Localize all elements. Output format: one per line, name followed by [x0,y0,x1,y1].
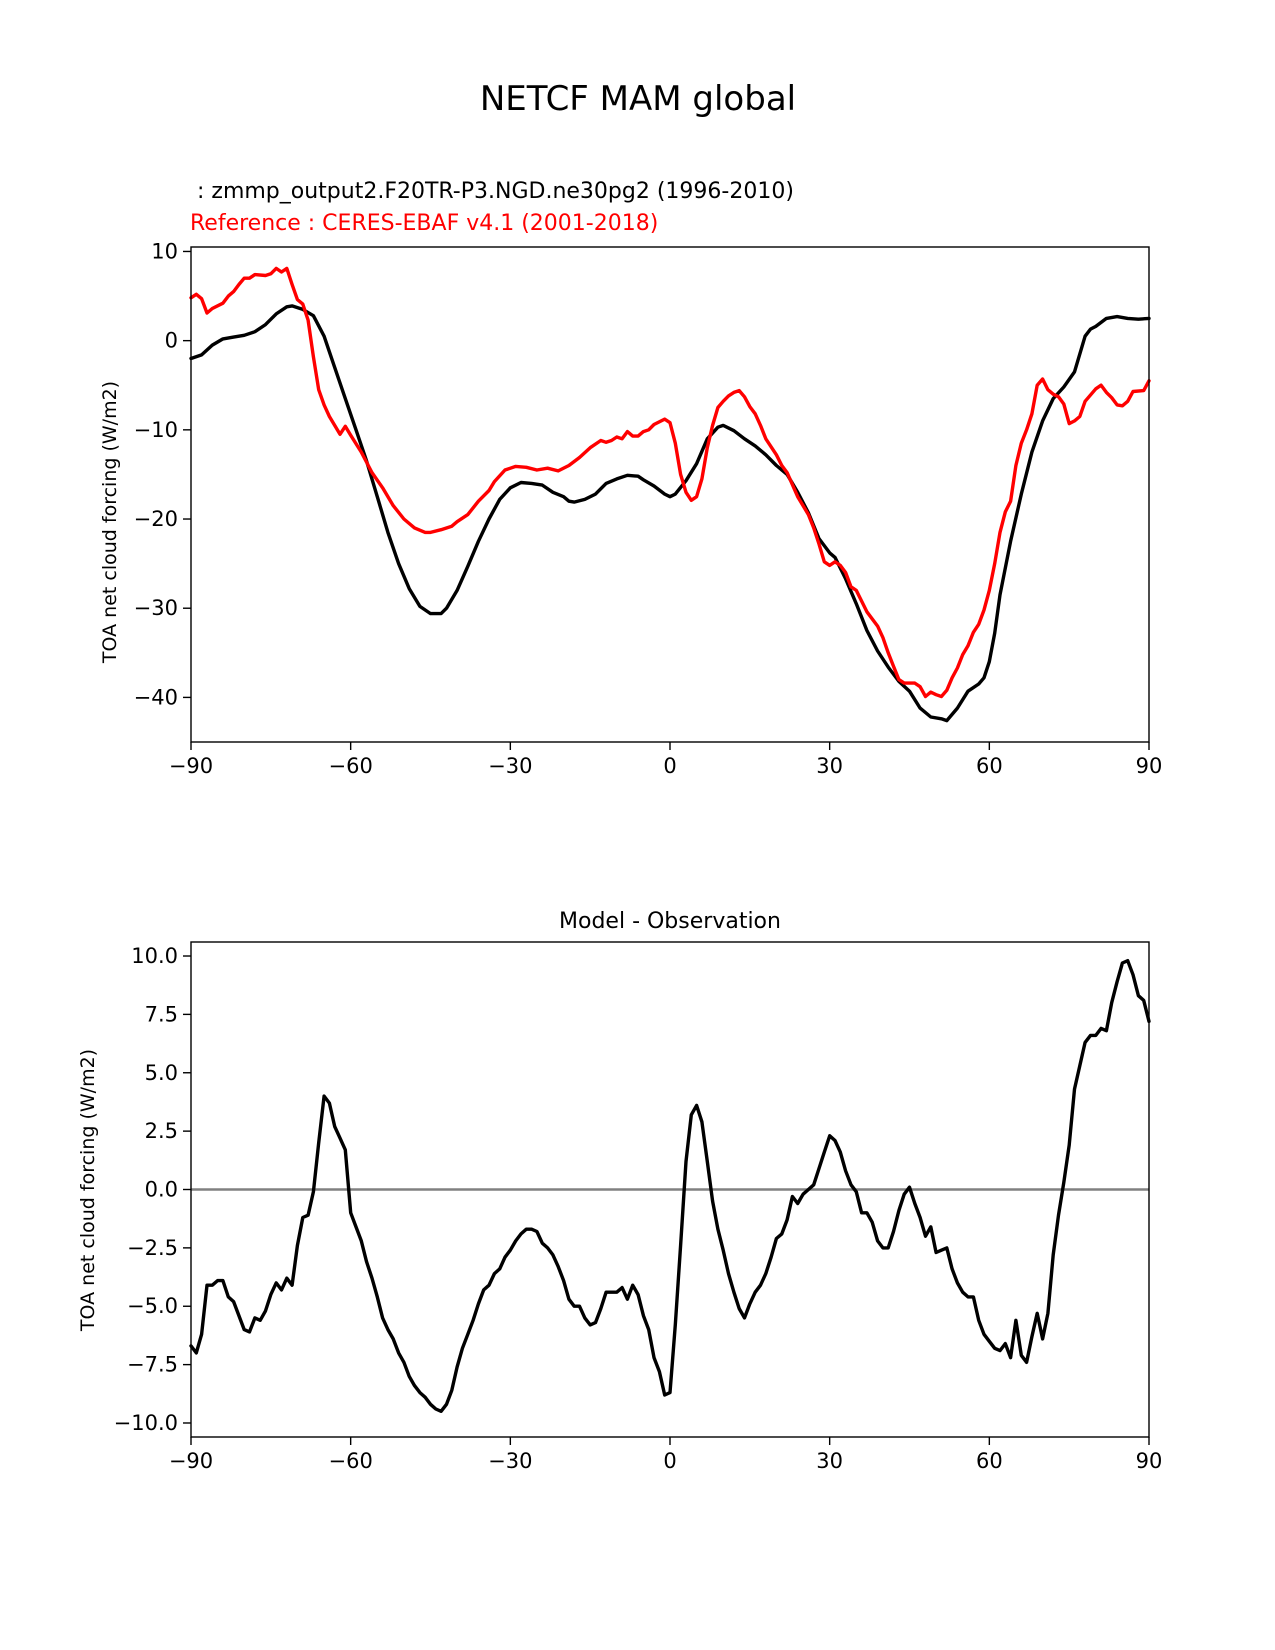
top-axes-frame [190,246,1150,743]
test-label: : zmmp_output2.F20TR-P3.NGD.ne30pg2 (199… [190,179,794,204]
top-plot-area [189,266,1151,723]
bottom-xtick-label: −90 [169,1449,213,1473]
bottom-plot-area [189,959,1151,1414]
top-xtick-label: 60 [976,754,1003,778]
top-xtick-label: 90 [1136,754,1163,778]
top-xtick-label: −60 [329,754,373,778]
top-ytick-label: −20 [134,507,178,531]
bottom-xtick-label: 90 [1136,1449,1163,1473]
bottom-xtick-label: 0 [663,1449,676,1473]
bottom-panel: Model - Observation TOA net cloud forcin… [77,909,1162,1473]
top-ytick-label: −40 [134,685,178,709]
bottom-axis-ticks: −90 −60 −30 0 30 60 90 10.0 7.5 5.0 2.5 0.0 −2.5 −5.0… [114,944,1163,1473]
top-ytick-label: 0 [165,329,178,353]
bottom-xtick-label: −60 [329,1449,373,1473]
bottom-ytick-label: −5.0 [127,1294,178,1318]
bottom-ytick-label: 7.5 [145,1002,178,1026]
top-axis-ticks: −90 −60 −30 0 30 60 90 10 0 −10 −20 −30 −40 [134,239,1163,778]
bottom-ytick-label: 2.5 [145,1119,178,1143]
bottom-ytick-label: −2.5 [127,1236,178,1260]
bottom-xtick-label: −30 [488,1449,532,1473]
bottom-ytick-label: −7.5 [127,1353,178,1377]
bottom-ytick-label: 5.0 [145,1061,178,1085]
top-ytick-label: −30 [134,596,178,620]
bottom-axes-frame [190,941,1150,1438]
bottom-xtick-label: 60 [976,1449,1003,1473]
test-series-line [189,304,1151,723]
top-xtick-label: −90 [169,754,213,778]
top-ytick-label: −10 [134,418,178,442]
bottom-ytick-label: 0.0 [145,1178,178,1202]
bottom-ylabel: TOA net cloud forcing (W/m2) [77,1049,99,1332]
reference-label: Reference : CERES-EBAF v4.1 (2001-2018) [190,211,658,236]
bottom-ytick-label: −10.0 [114,1411,178,1435]
bottom-xtick-label: 30 [816,1449,843,1473]
reference-series-line [189,266,1151,699]
top-ytick-label: 10 [151,239,178,263]
top-xtick-label: 30 [816,754,843,778]
suptitle: NETCF MAM global [480,79,796,119]
top-xtick-label: −30 [488,754,532,778]
bottom-title: Model - Observation [559,909,781,934]
top-ylabel: TOA net cloud forcing (W/m2) [99,381,121,664]
bottom-ytick-label: 10.0 [131,944,178,968]
top-panel: : zmmp_output2.F20TR-P3.NGD.ne30pg2 (199… [99,179,1162,778]
difference-series-line [189,959,1151,1414]
top-xtick-label: 0 [663,754,676,778]
